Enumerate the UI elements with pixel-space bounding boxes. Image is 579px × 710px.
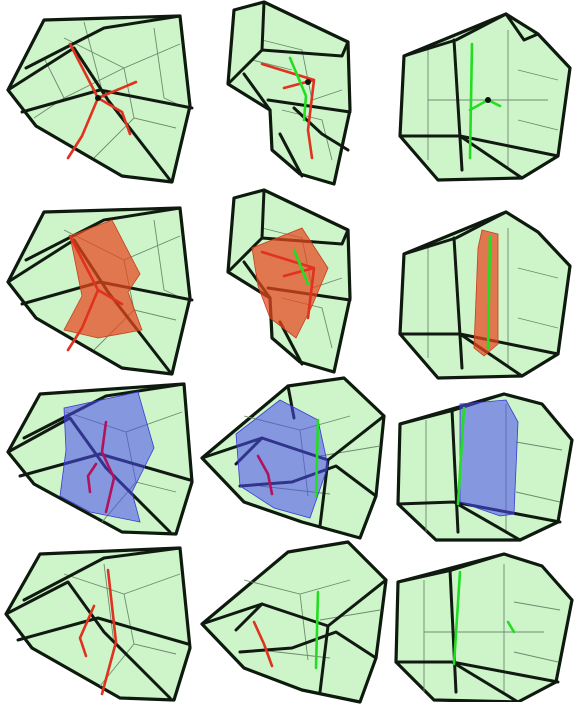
mesh-pentaprism-r1 bbox=[398, 12, 572, 182]
panel-r3-c1 bbox=[6, 382, 194, 540]
panel-r2-c3 bbox=[398, 208, 576, 386]
panel-r4-c3 bbox=[394, 552, 576, 702]
mesh-pentaprism-r3 bbox=[396, 392, 574, 542]
panel-r2-c2 bbox=[222, 188, 378, 380]
panel-r3-c2 bbox=[200, 376, 390, 542]
panel-r1-c2 bbox=[222, 0, 378, 192]
mesh-pentaprism-r4 bbox=[394, 552, 574, 702]
mesh-twoblock-r4 bbox=[200, 540, 388, 704]
mesh-twoblock-r1 bbox=[226, 0, 352, 186]
panel-r4-c1 bbox=[4, 544, 194, 704]
mesh-tetra-r2 bbox=[6, 206, 194, 376]
panel-r2-c1 bbox=[4, 200, 196, 382]
mesh-tetra-r1 bbox=[6, 14, 194, 184]
panel-r3-c3 bbox=[396, 392, 576, 542]
panel-r1-c1 bbox=[4, 8, 196, 190]
mesh-tetra-r4 bbox=[4, 546, 192, 702]
panel-r4-c2 bbox=[200, 540, 390, 706]
mesh-tetra-r3 bbox=[6, 382, 194, 536]
mesh-pentaprism-r2 bbox=[398, 210, 572, 380]
mesh-twoblock-r2 bbox=[226, 188, 352, 374]
mesh-twoblock-r3 bbox=[200, 376, 386, 540]
panel-r1-c3 bbox=[398, 10, 576, 188]
